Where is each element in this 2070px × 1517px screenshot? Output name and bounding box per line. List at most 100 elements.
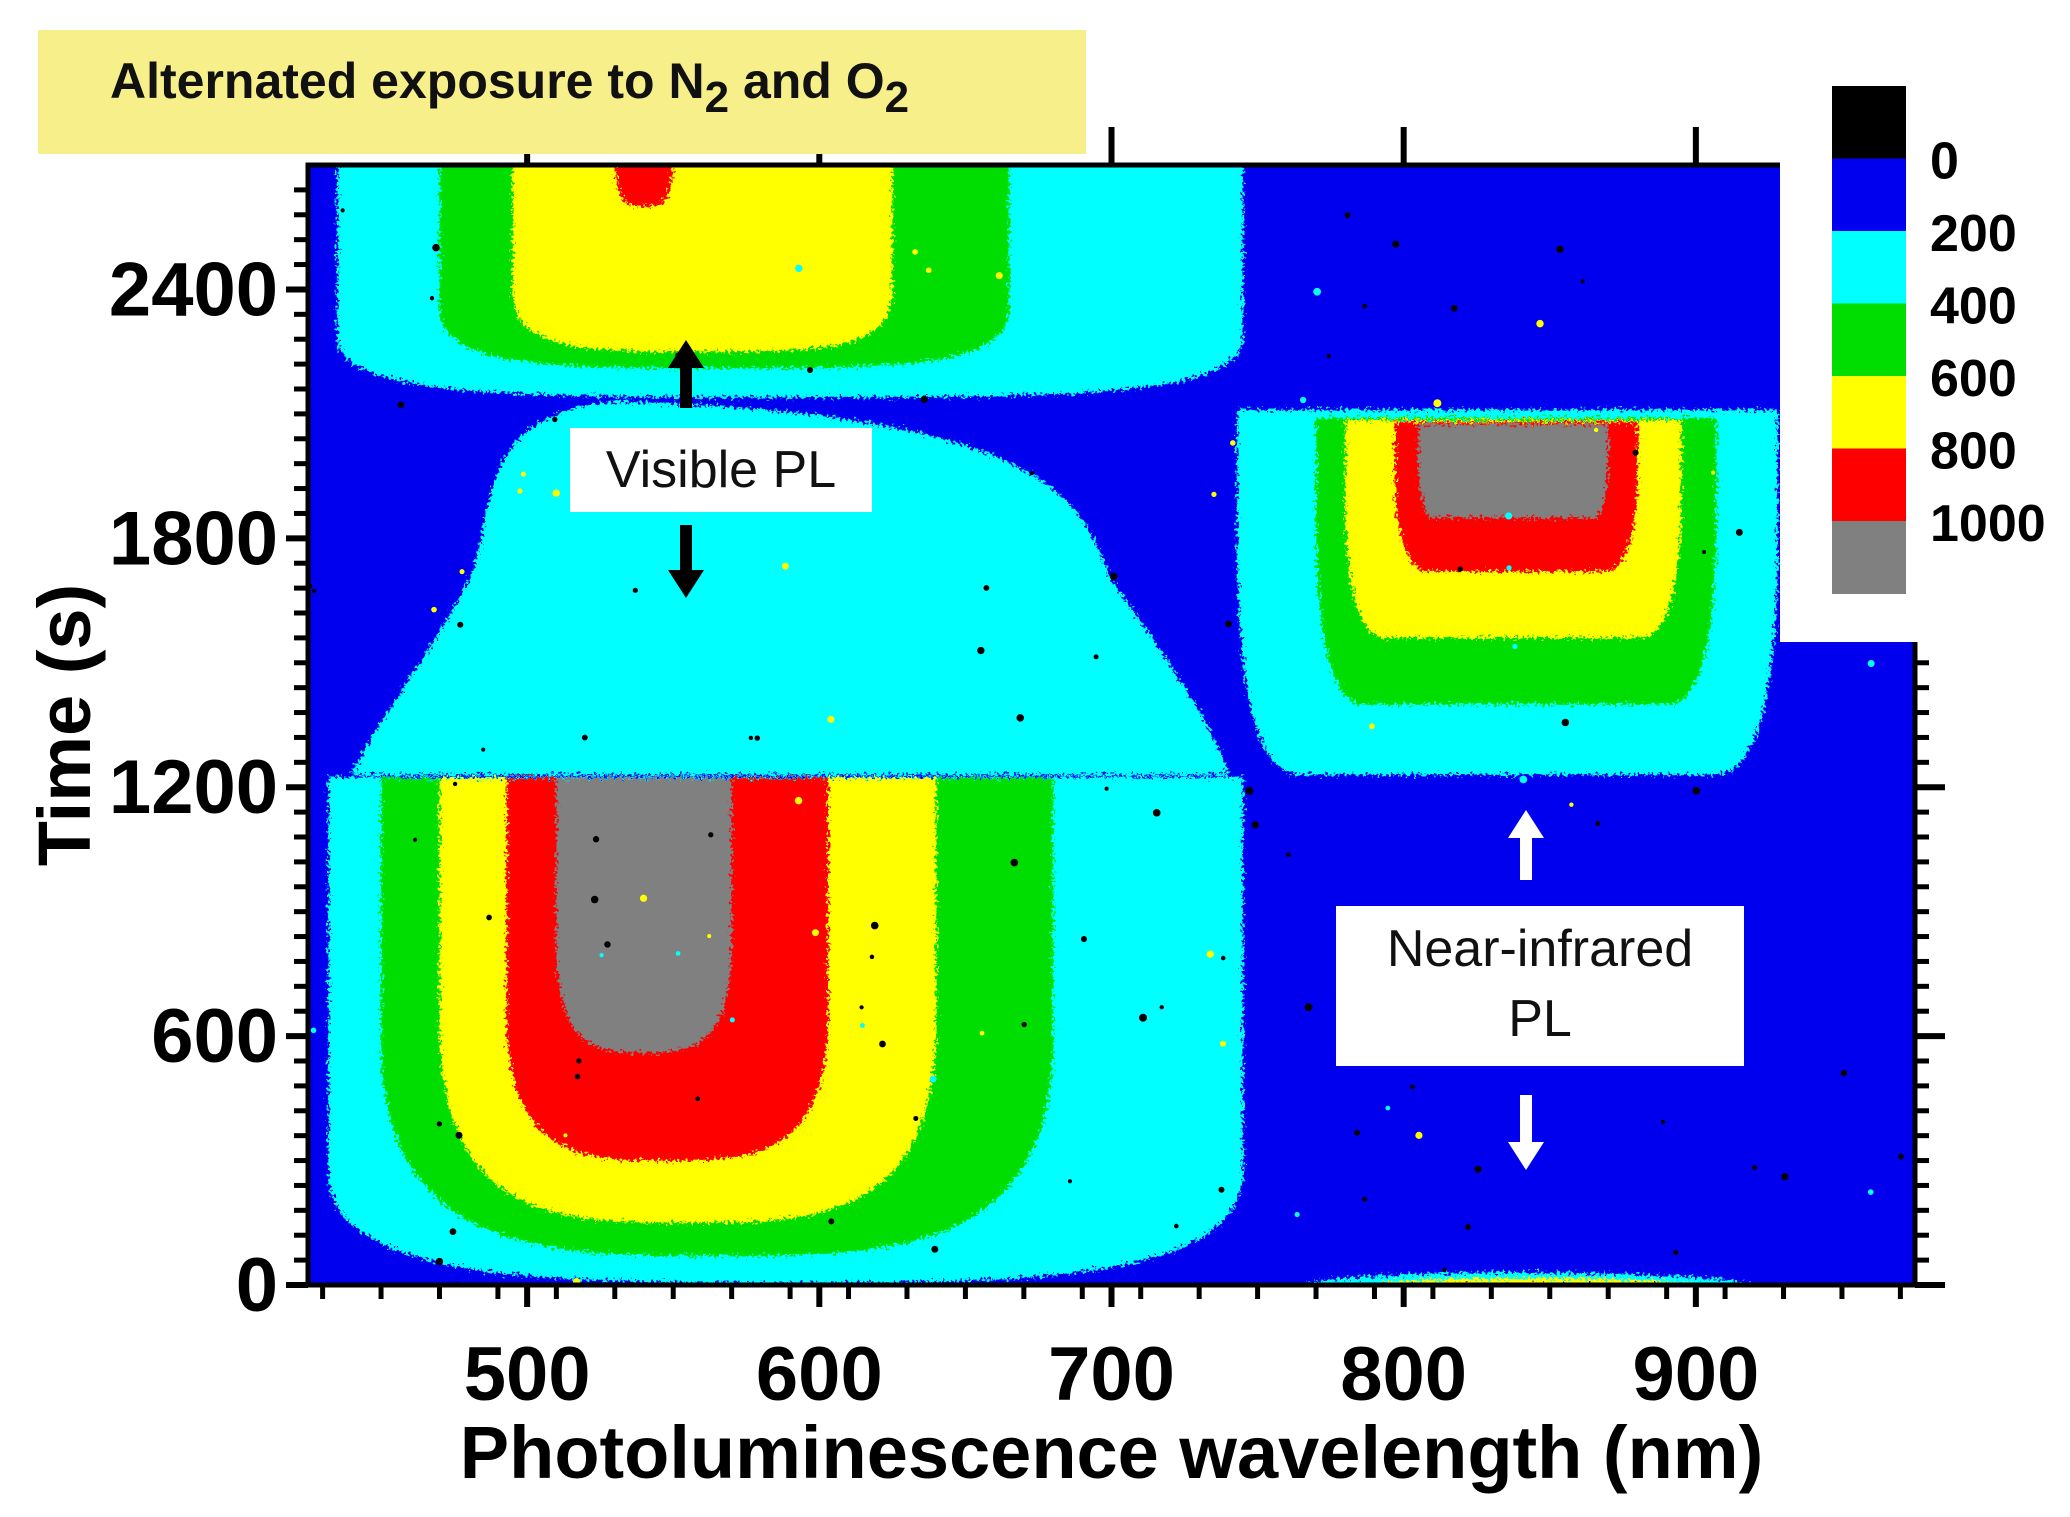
speckle	[310, 1027, 317, 1034]
speckle	[1354, 1129, 1360, 1136]
speckle	[599, 953, 604, 958]
speckle	[1415, 1131, 1423, 1139]
speckle	[1632, 449, 1639, 456]
speckle	[1457, 566, 1463, 572]
speckle	[505, 568, 513, 576]
speckle	[1161, 690, 1167, 697]
colorbar-legend: 0 200 400 600 800 1000	[1780, 80, 2070, 642]
speckle	[520, 471, 526, 477]
nir-pl-label-line2: PL	[1508, 990, 1572, 1048]
speckle	[1245, 786, 1254, 795]
speckle	[806, 367, 814, 374]
speckle	[879, 1040, 886, 1048]
x-tick-label: 900	[1632, 1332, 1759, 1417]
speckle	[349, 1214, 356, 1221]
speckle	[1211, 491, 1217, 498]
speckle	[1304, 1003, 1313, 1012]
speckle	[590, 895, 599, 904]
speckle	[925, 267, 932, 274]
speckle	[604, 941, 611, 948]
speckle	[1362, 1196, 1367, 1202]
speckle	[859, 1022, 865, 1028]
speckle	[1840, 1070, 1847, 1077]
colorbar-swatch	[1832, 86, 1906, 159]
speckle	[1062, 681, 1069, 689]
speckle	[1450, 304, 1458, 312]
speckle	[552, 416, 558, 423]
speckle	[1010, 858, 1019, 867]
y-tick-label: 1800	[109, 496, 278, 581]
speckle	[1692, 787, 1701, 795]
speckle	[1139, 1013, 1147, 1022]
heatmap-rough-layer	[328, 165, 1778, 1285]
speckle	[1368, 723, 1375, 730]
speckle	[1104, 786, 1109, 791]
speckle	[870, 921, 879, 930]
speckle	[486, 914, 492, 921]
speckle	[859, 1005, 864, 1010]
nir-pl-label-line1: Near-infrared	[1386, 920, 1694, 978]
speckle	[1561, 718, 1570, 727]
speckle	[929, 1075, 937, 1083]
speckle	[1556, 245, 1564, 253]
speckle	[1660, 1119, 1666, 1125]
speckle	[1536, 319, 1544, 328]
speckle	[344, 895, 352, 904]
colorbar-label: 1000	[1930, 495, 2046, 553]
speckle	[488, 632, 497, 641]
speckle	[1225, 620, 1232, 628]
colorbar-background	[1780, 80, 2070, 642]
speckle	[432, 243, 440, 252]
speckle	[1016, 714, 1024, 722]
speckle	[1109, 572, 1118, 581]
speckle	[435, 1257, 444, 1266]
speckle	[1898, 1153, 1904, 1160]
plot-area	[308, 165, 1915, 1285]
speckle	[1230, 440, 1236, 446]
x-tick-label: 700	[1048, 1332, 1175, 1417]
speckle	[632, 587, 638, 593]
speckle	[431, 606, 437, 613]
speckle	[1067, 1179, 1072, 1184]
speckle	[1867, 1189, 1874, 1195]
speckle	[1519, 775, 1528, 784]
y-tick-label: 2400	[109, 247, 278, 332]
speckle	[481, 747, 486, 752]
speckle	[459, 569, 465, 575]
speckle	[795, 264, 803, 273]
heatmap-speckles	[308, 208, 1904, 1285]
nir-arrow-up-head	[1508, 810, 1544, 838]
speckle	[517, 488, 523, 494]
speckle	[920, 395, 928, 403]
speckle	[340, 208, 345, 213]
speckle	[1299, 396, 1307, 404]
speckle	[574, 1073, 581, 1080]
speckle	[979, 1030, 985, 1036]
speckle	[1101, 790, 1108, 797]
visible-pl-label: Visible PL	[570, 428, 872, 512]
speckle	[1344, 212, 1351, 219]
speckle	[449, 1228, 457, 1235]
speckle	[563, 1133, 568, 1138]
heatmap-regions	[308, 165, 1904, 1285]
speckle	[1385, 1105, 1391, 1111]
speckle	[576, 1058, 582, 1064]
speckle	[1206, 950, 1214, 958]
speckle	[436, 1121, 442, 1127]
chart-title: Alternated exposure to N2 and O2	[110, 53, 910, 122]
speckle	[1505, 512, 1513, 520]
speckle	[998, 766, 1005, 773]
speckle	[592, 836, 600, 843]
speckle	[1410, 1084, 1415, 1090]
speckle	[1220, 955, 1226, 961]
speckle	[1220, 1040, 1227, 1047]
colorbar-label: 0	[1930, 133, 1959, 191]
speckle	[869, 954, 875, 960]
speckle	[675, 951, 681, 956]
speckle	[1512, 643, 1518, 650]
speckle	[748, 735, 754, 741]
speckle	[1362, 303, 1367, 309]
speckle	[1595, 821, 1601, 826]
speckle	[455, 1131, 463, 1139]
nir-band-gray	[1418, 424, 1609, 518]
